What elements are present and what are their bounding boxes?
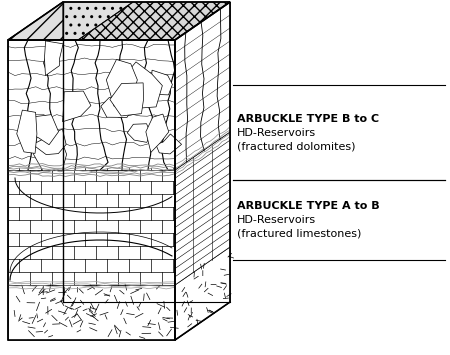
Polygon shape xyxy=(175,2,230,340)
Text: HD-Reservoirs: HD-Reservoirs xyxy=(237,215,316,225)
Polygon shape xyxy=(110,83,144,116)
Polygon shape xyxy=(156,134,181,154)
Polygon shape xyxy=(17,110,37,153)
Polygon shape xyxy=(78,2,230,40)
Polygon shape xyxy=(8,40,175,340)
Polygon shape xyxy=(8,170,175,285)
Polygon shape xyxy=(106,60,137,106)
Polygon shape xyxy=(8,40,175,170)
Polygon shape xyxy=(175,2,230,170)
Polygon shape xyxy=(8,285,175,340)
Text: (fractured dolomites): (fractured dolomites) xyxy=(237,142,356,152)
Text: ARBUCKLE TYPE B to C: ARBUCKLE TYPE B to C xyxy=(237,114,379,124)
Polygon shape xyxy=(8,2,133,40)
Polygon shape xyxy=(116,62,162,108)
Polygon shape xyxy=(63,91,91,122)
Polygon shape xyxy=(146,114,169,152)
Text: HD-Reservoirs: HD-Reservoirs xyxy=(237,127,316,137)
Text: (fractured limestones): (fractured limestones) xyxy=(237,229,361,239)
Polygon shape xyxy=(175,132,230,285)
Polygon shape xyxy=(33,129,66,154)
Polygon shape xyxy=(45,41,63,76)
Text: ARBUCKLE TYPE A to B: ARBUCKLE TYPE A to B xyxy=(237,201,380,211)
Polygon shape xyxy=(34,130,67,171)
Polygon shape xyxy=(101,94,135,118)
Polygon shape xyxy=(8,2,63,340)
Polygon shape xyxy=(26,115,59,145)
Polygon shape xyxy=(127,124,150,142)
Polygon shape xyxy=(175,247,230,340)
Polygon shape xyxy=(151,70,172,95)
